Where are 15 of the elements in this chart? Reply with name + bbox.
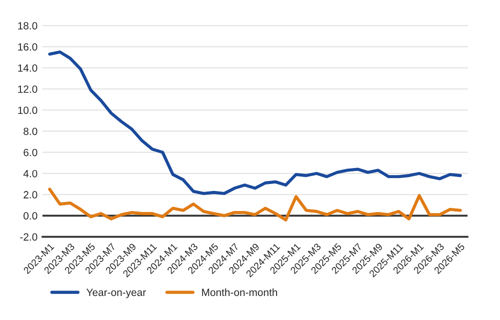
- line-series: [48, 188, 462, 222]
- y-tick-label: 10.0: [18, 106, 38, 114]
- y-tick-label: 14.0: [18, 64, 38, 72]
- y-tick-label: 2.0: [24, 191, 38, 198]
- y-tick-label: 6.0: [24, 148, 38, 156]
- y-tick-label: 0.0: [24, 212, 38, 220]
- legend-label: Year-on-year: [86, 288, 146, 298]
- y-tick-label: 4.0: [23, 170, 38, 178]
- y-tick-label: 12.0: [18, 85, 38, 93]
- y-tick-label: -2.0: [20, 233, 38, 241]
- y-tick-label: 18.0: [18, 22, 38, 30]
- line-series: [48, 50, 462, 196]
- legend-label: Month-on-month: [202, 288, 278, 296]
- y-tick-label: 16.0: [18, 43, 38, 51]
- y-tick-label: 8.0: [24, 128, 38, 136]
